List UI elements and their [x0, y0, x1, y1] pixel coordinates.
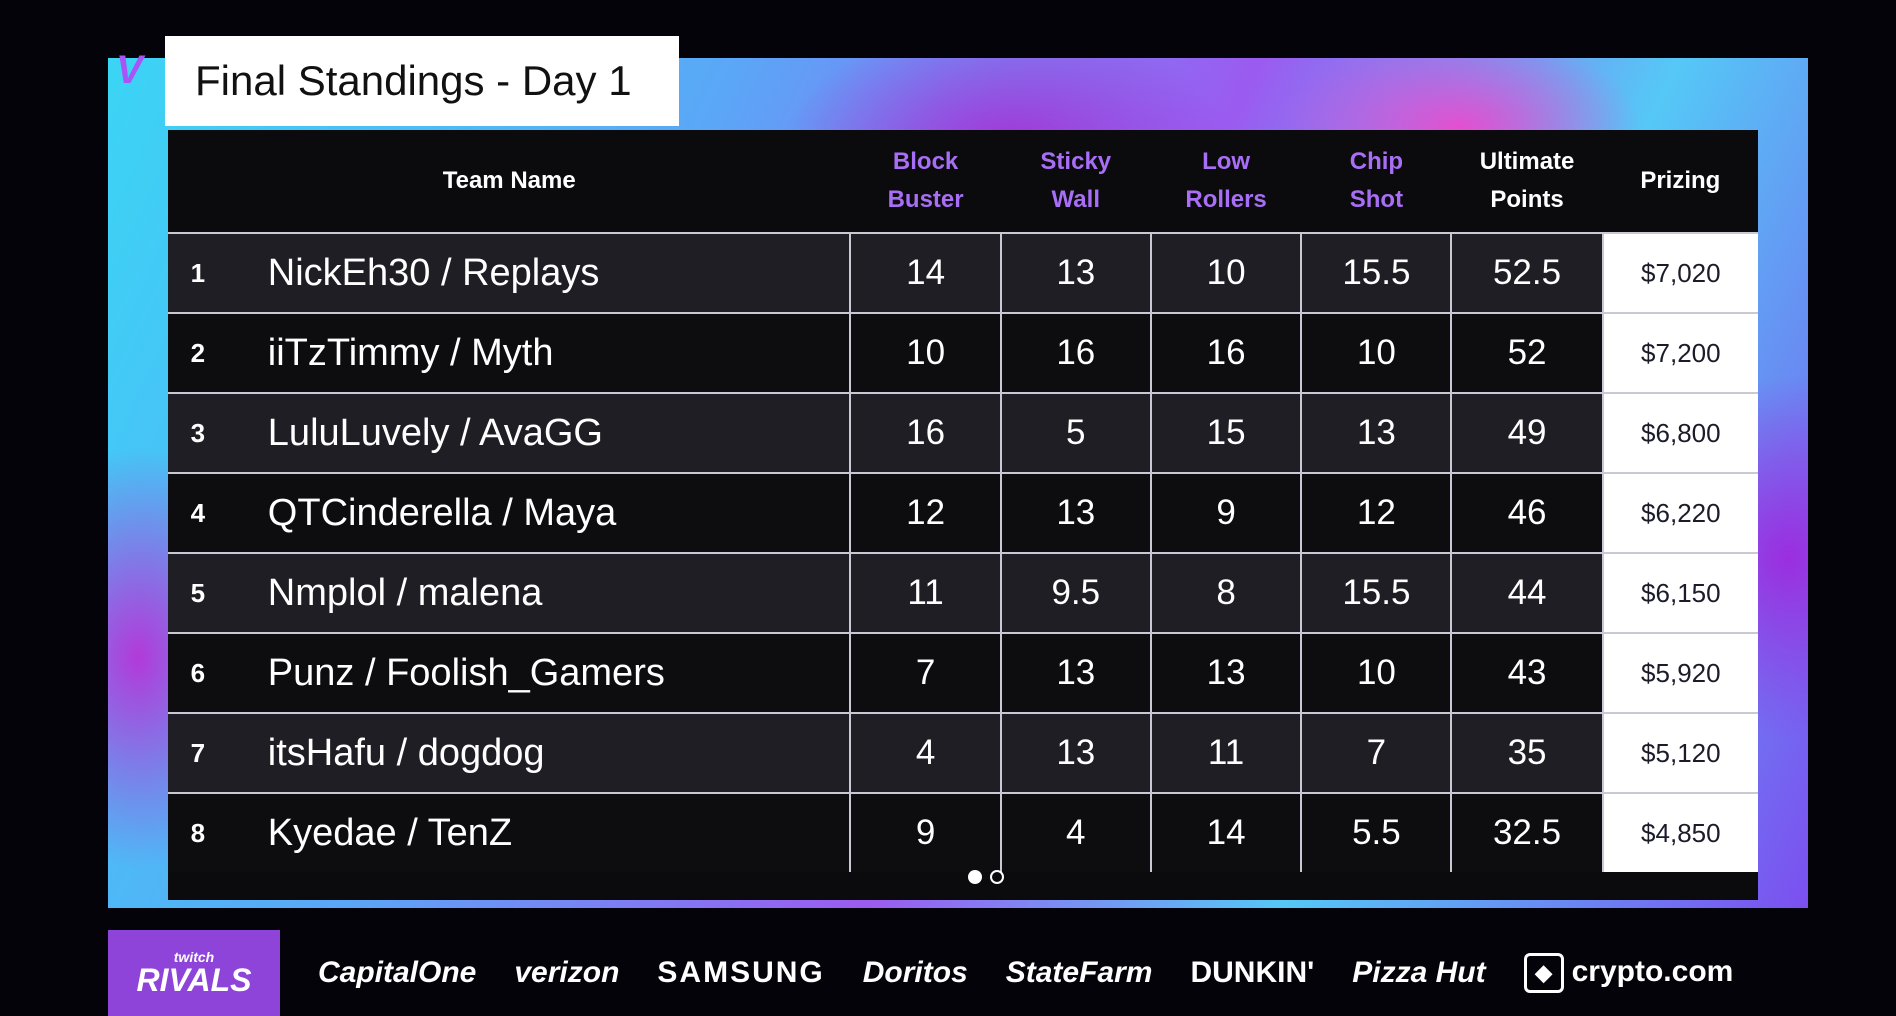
- sticky-wall-cell: 13: [999, 232, 1151, 313]
- ultimate-points-cell: 35: [1450, 712, 1603, 793]
- chip-shot-cell: 10: [1300, 632, 1452, 713]
- prizing-cell: $5,920: [1601, 632, 1758, 713]
- block-buster-cell: 11: [849, 552, 1001, 633]
- chip-shot-cell: 10: [1300, 312, 1452, 393]
- chip-shot-cell: 15.5: [1300, 552, 1452, 633]
- rank-cell: 3: [168, 392, 228, 473]
- header-chip-shot: Chip Shot: [1349, 148, 1404, 213]
- team-cell: Nmplol / malena: [227, 552, 851, 633]
- ultimate-points-cell: 49: [1450, 392, 1603, 473]
- table-row: 2 iiTzTimmy / Myth 10 16 16 10 52 $7,200: [168, 312, 1758, 393]
- rank-cell: 2: [168, 312, 228, 393]
- team-cell: LuluLuvely / AvaGG: [227, 392, 851, 473]
- page-dot-active[interactable]: [968, 870, 982, 884]
- low-rollers-cell: 16: [1149, 312, 1302, 393]
- low-rollers-cell: 14: [1149, 792, 1302, 872]
- sticky-wall-cell: 4: [999, 792, 1151, 872]
- ultimate-points-cell: 43: [1450, 632, 1603, 713]
- low-rollers-cell: 13: [1149, 632, 1302, 713]
- prizing-cell: $6,800: [1601, 392, 1758, 473]
- prizing-cell: $5,120: [1601, 712, 1758, 793]
- chip-shot-cell: 12: [1300, 472, 1452, 553]
- rank-cell: 7: [168, 712, 228, 793]
- rank-cell: 4: [168, 472, 228, 553]
- block-buster-cell: 14: [849, 232, 1001, 313]
- rank-cell: 1: [168, 232, 228, 313]
- prizing-cell: $7,020: [1601, 232, 1758, 313]
- header-sticky-wall: Sticky Wall: [1040, 148, 1112, 213]
- team-cell: Punz / Foolish_Gamers: [227, 632, 851, 713]
- sponsor-bar: twitch RIVALS CapitalOne verizon SAMSUNG…: [0, 930, 1896, 1016]
- ultimate-points-cell: 46: [1450, 472, 1603, 553]
- team-cell: QTCinderella / Maya: [227, 472, 851, 553]
- page-dot-inactive[interactable]: [990, 870, 1005, 884]
- pagination-dots: [968, 870, 1008, 889]
- sponsor-statefarm-logo: StateFarm: [1005, 956, 1153, 989]
- sponsor-doritos-logo: Doritos: [862, 956, 968, 989]
- team-cell: NickEh30 / Replays: [227, 232, 851, 313]
- chip-shot-cell: 7: [1300, 712, 1452, 793]
- header-team-name: Team Name: [442, 167, 576, 194]
- sponsor-dunkin-logo: DUNKIN': [1190, 956, 1315, 989]
- sponsor-crypto-logo: ◆ crypto.com: [1523, 953, 1733, 993]
- chip-shot-cell: 15.5: [1300, 232, 1452, 313]
- block-buster-cell: 9: [849, 792, 1001, 872]
- block-buster-cell: 16: [849, 392, 1001, 473]
- header-ultimate-points: Ultimate Points: [1479, 148, 1575, 213]
- table-row: 7 itsHafu / dogdog 4 13 11 7 35 $5,120: [168, 712, 1758, 793]
- ultimate-points-cell: 52: [1450, 312, 1603, 393]
- prizing-cell: $4,850: [1601, 792, 1758, 872]
- twitch-rivals-logo: twitch RIVALS: [108, 930, 280, 1016]
- sticky-wall-cell: 9.5: [999, 552, 1151, 633]
- ultimate-points-cell: 44: [1450, 552, 1603, 633]
- block-buster-cell: 12: [849, 472, 1001, 553]
- team-cell: iiTzTimmy / Myth: [227, 312, 851, 393]
- standings-table: Team Name Block Buster Sticky Wall Low R…: [168, 130, 1758, 872]
- v-logo-icon: V: [116, 48, 143, 92]
- block-buster-cell: 7: [849, 632, 1001, 713]
- header-prizing: Prizing: [1640, 167, 1721, 194]
- prizing-cell: $6,150: [1601, 552, 1758, 633]
- sponsor-samsung-logo: SAMSUNG: [657, 956, 825, 989]
- sticky-wall-cell: 13: [999, 632, 1151, 713]
- ultimate-points-cell: 52.5: [1450, 232, 1603, 313]
- page-title: Final Standings - Day 1: [165, 36, 679, 126]
- sponsor-pizzahut-logo: Pizza Hut: [1352, 956, 1486, 989]
- block-buster-cell: 4: [849, 712, 1001, 793]
- rank-cell: 5: [168, 552, 228, 633]
- crypto-lion-icon: ◆: [1523, 953, 1564, 993]
- table-row: 3 LuluLuvely / AvaGG 16 5 15 13 49 $6,80…: [168, 392, 1758, 473]
- rank-cell: 8: [168, 792, 228, 872]
- table-row: 4 QTCinderella / Maya 12 13 9 12 46 $6,2…: [168, 472, 1758, 553]
- header-low-rollers: Low Rollers: [1185, 148, 1267, 213]
- sticky-wall-cell: 5: [999, 392, 1151, 473]
- table-row: 8 Kyedae / TenZ 9 4 14 5.5 32.5 $4,850: [168, 792, 1758, 872]
- chip-shot-cell: 13: [1300, 392, 1452, 473]
- prizing-cell: $7,200: [1601, 312, 1758, 393]
- table-row: 5 Nmplol / malena 11 9.5 8 15.5 44 $6,15…: [168, 552, 1758, 633]
- team-cell: Kyedae / TenZ: [227, 792, 851, 872]
- sponsor-verizon-logo: verizon: [514, 956, 620, 989]
- block-buster-cell: 10: [849, 312, 1001, 393]
- team-cell: itsHafu / dogdog: [227, 712, 851, 793]
- ultimate-points-cell: 32.5: [1450, 792, 1603, 872]
- chip-shot-cell: 5.5: [1300, 792, 1452, 872]
- prizing-cell: $6,220: [1601, 472, 1758, 553]
- low-rollers-cell: 15: [1149, 392, 1302, 473]
- sponsor-capitalone-logo: CapitalOne: [318, 956, 477, 989]
- low-rollers-cell: 8: [1149, 552, 1302, 633]
- standings-board: Team Name Block Buster Sticky Wall Low R…: [168, 130, 1758, 900]
- header-block-buster: Block Buster: [887, 148, 964, 213]
- sticky-wall-cell: 13: [999, 472, 1151, 553]
- table-row: 6 Punz / Foolish_Gamers 7 13 13 10 43 $5…: [168, 632, 1758, 713]
- rank-cell: 6: [168, 632, 228, 713]
- low-rollers-cell: 11: [1149, 712, 1302, 793]
- low-rollers-cell: 10: [1149, 232, 1302, 313]
- sticky-wall-cell: 13: [999, 712, 1151, 793]
- table-row: 1 NickEh30 / Replays 14 13 10 15.5 52.5 …: [168, 232, 1758, 313]
- table-header-row: Team Name Block Buster Sticky Wall Low R…: [168, 130, 1758, 233]
- sticky-wall-cell: 16: [999, 312, 1151, 393]
- low-rollers-cell: 9: [1149, 472, 1302, 553]
